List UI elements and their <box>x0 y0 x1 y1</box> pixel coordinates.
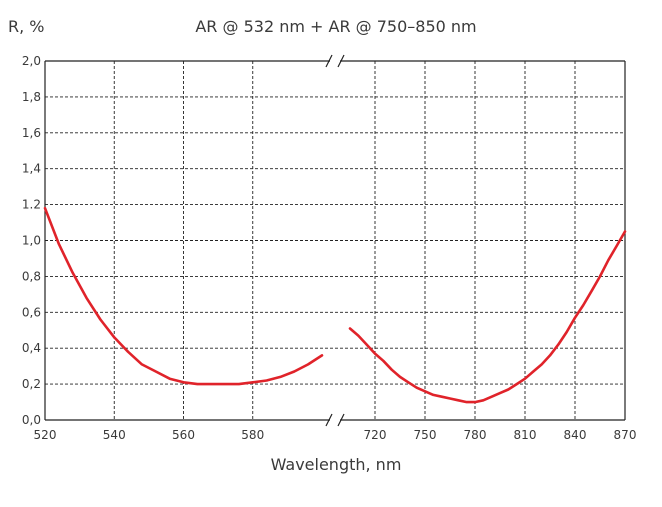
y-tick-label: 0,4 <box>22 341 41 355</box>
x-tick-label: 780 <box>464 428 487 442</box>
series-line-left <box>43 206 324 386</box>
chart-title: AR @ 532 nm + AR @ 750–850 nm <box>195 17 476 36</box>
x-tick-label: 720 <box>364 428 387 442</box>
break-mark <box>337 413 345 427</box>
break-mark <box>325 54 333 68</box>
y-tick-label: 1,8 <box>22 90 41 104</box>
y-tick-label: 0,6 <box>22 305 41 319</box>
x-tick-label: 840 <box>564 428 587 442</box>
y-tick-labels: 0,0 0,2 0,4 0,6 0,8 1,0 1.2 1,4 1,6 1,8 2,0 <box>22 54 41 427</box>
x-tick-label: 560 <box>172 428 195 442</box>
x-tick-label: 520 <box>34 428 57 442</box>
y-tick-label: 1,0 <box>22 234 41 248</box>
y-tick-label: 1,4 <box>22 162 41 176</box>
y-axis-label: R, % <box>8 17 45 36</box>
y-tick-label: 1.2 <box>22 198 41 212</box>
y-tick-label: 0,0 <box>22 413 41 427</box>
y-tick-label: 1,6 <box>22 126 41 140</box>
x-tick-label: 580 <box>241 428 264 442</box>
break-mark <box>337 54 345 68</box>
grid-lines <box>45 61 625 420</box>
x-tick-labels: 520 540 560 580 720 750 780 810 840 870 <box>34 428 637 442</box>
y-tick-label: 0,8 <box>22 269 41 283</box>
series-lines <box>43 206 627 404</box>
series-line-right <box>348 230 627 404</box>
break-mark <box>325 413 333 427</box>
x-tick-label: 750 <box>414 428 437 442</box>
plot-frame <box>44 60 626 421</box>
y-tick-label: 2,0 <box>22 54 41 68</box>
y-tick-label: 0,2 <box>22 377 41 391</box>
x-tick-label: 870 <box>614 428 637 442</box>
x-tick-label: 540 <box>103 428 126 442</box>
x-axis-label: Wavelength, nm <box>271 455 402 474</box>
x-tick-label: 810 <box>514 428 537 442</box>
axis-break-marks <box>325 54 345 427</box>
